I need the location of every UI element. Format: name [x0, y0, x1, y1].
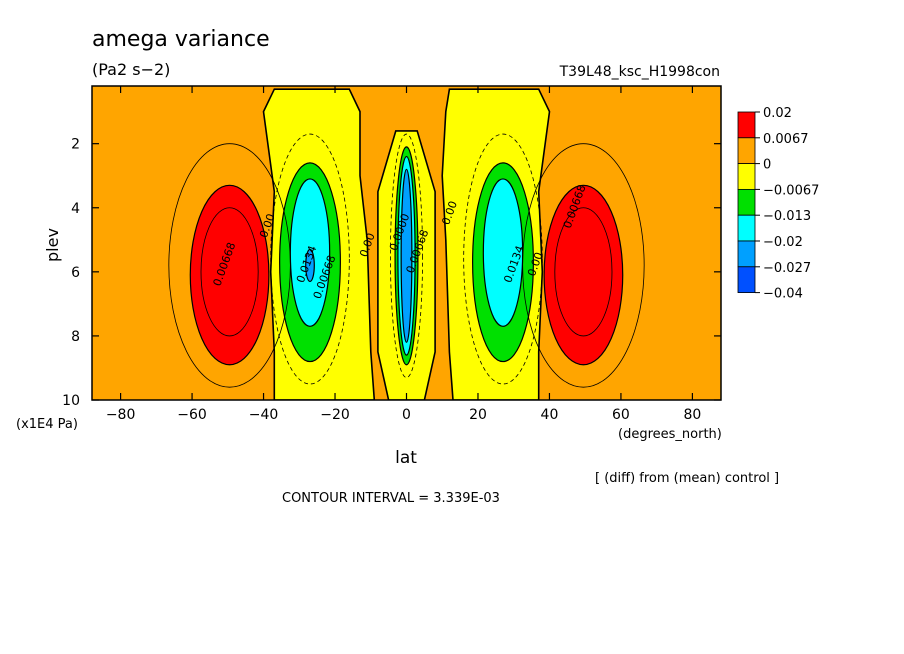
x-tick-label-4: 0 [402, 407, 411, 423]
x-axis-units: (degrees_north) [618, 427, 722, 442]
legend-swatch-0 [737, 111, 756, 139]
x-tick-label-3: −20 [320, 407, 350, 423]
x-tick-label-6: 40 [541, 407, 559, 423]
legend-label-5: −0.02 [763, 235, 803, 250]
x-axis-label: lat [395, 448, 417, 468]
legend-swatch-4 [737, 214, 756, 242]
chart-subtitle: (Pa2 s−2) [92, 60, 170, 79]
x-tick-label-0: −80 [106, 407, 136, 423]
x-tick-label-8: 80 [683, 407, 701, 423]
dashed-contour-1 [463, 133, 543, 385]
y-tick-label-1: 4 [71, 201, 80, 217]
legend-swatch-1 [737, 137, 756, 165]
x-tick-label-1: −60 [177, 407, 207, 423]
contour-region-4 [543, 184, 624, 366]
y-axis-units: (x1E4 Pa) [16, 417, 78, 432]
contour-region-3 [189, 184, 270, 366]
legend-swatch-6 [737, 266, 756, 293]
contour-region-7 [305, 248, 315, 283]
legend-label-4: −0.013 [763, 209, 811, 224]
y-tick-label-2: 6 [71, 265, 80, 281]
legend-label-2: 0 [763, 158, 771, 173]
legend-label-1: 0.0067 [763, 132, 809, 147]
x-tick-label-2: −40 [249, 407, 279, 423]
contour-interval: CONTOUR INTERVAL = 3.339E-03 [282, 491, 500, 506]
axes: −80 −60 −40 −20 0 20 40 60 80 2 4 6 8 10 [62, 85, 722, 423]
contour-line-0 [168, 143, 291, 388]
legend-label-0: 0.02 [763, 106, 792, 121]
legend-label-3: −0.0067 [763, 183, 819, 198]
legend-label-7: −0.04 [763, 287, 803, 302]
contour-line-2 [200, 207, 259, 337]
contour-region-12 [400, 168, 413, 343]
x-tick-label-7: 60 [612, 407, 630, 423]
experiment-label: T39L48_ksc_H1998con [559, 64, 720, 80]
contour-line-1 [522, 143, 645, 388]
chart-title: amega variance [92, 27, 270, 52]
legend-label-6: −0.027 [763, 261, 811, 276]
dashed-contour-2 [390, 133, 423, 378]
dashed-contour-0 [270, 133, 350, 385]
diff-note: [ (diff) from (mean) control ] [595, 471, 779, 486]
legend-swatch-5 [737, 240, 756, 268]
contour-line-3 [554, 207, 613, 337]
x-tick-label-5: 20 [469, 407, 487, 423]
y-axis-label: plev [43, 228, 62, 262]
contour-field [92, 86, 721, 400]
legend-swatch-2 [737, 163, 756, 190]
y-tick-label-4: 10 [62, 393, 80, 409]
legend-swatch-3 [737, 188, 756, 216]
color-legend: 0.02 0.0067 0 −0.0067 −0.013 −0.02 −0.027 −0.04 [737, 106, 819, 302]
y-tick-label-0: 2 [71, 137, 80, 153]
y-tick-label-3: 8 [71, 329, 80, 345]
